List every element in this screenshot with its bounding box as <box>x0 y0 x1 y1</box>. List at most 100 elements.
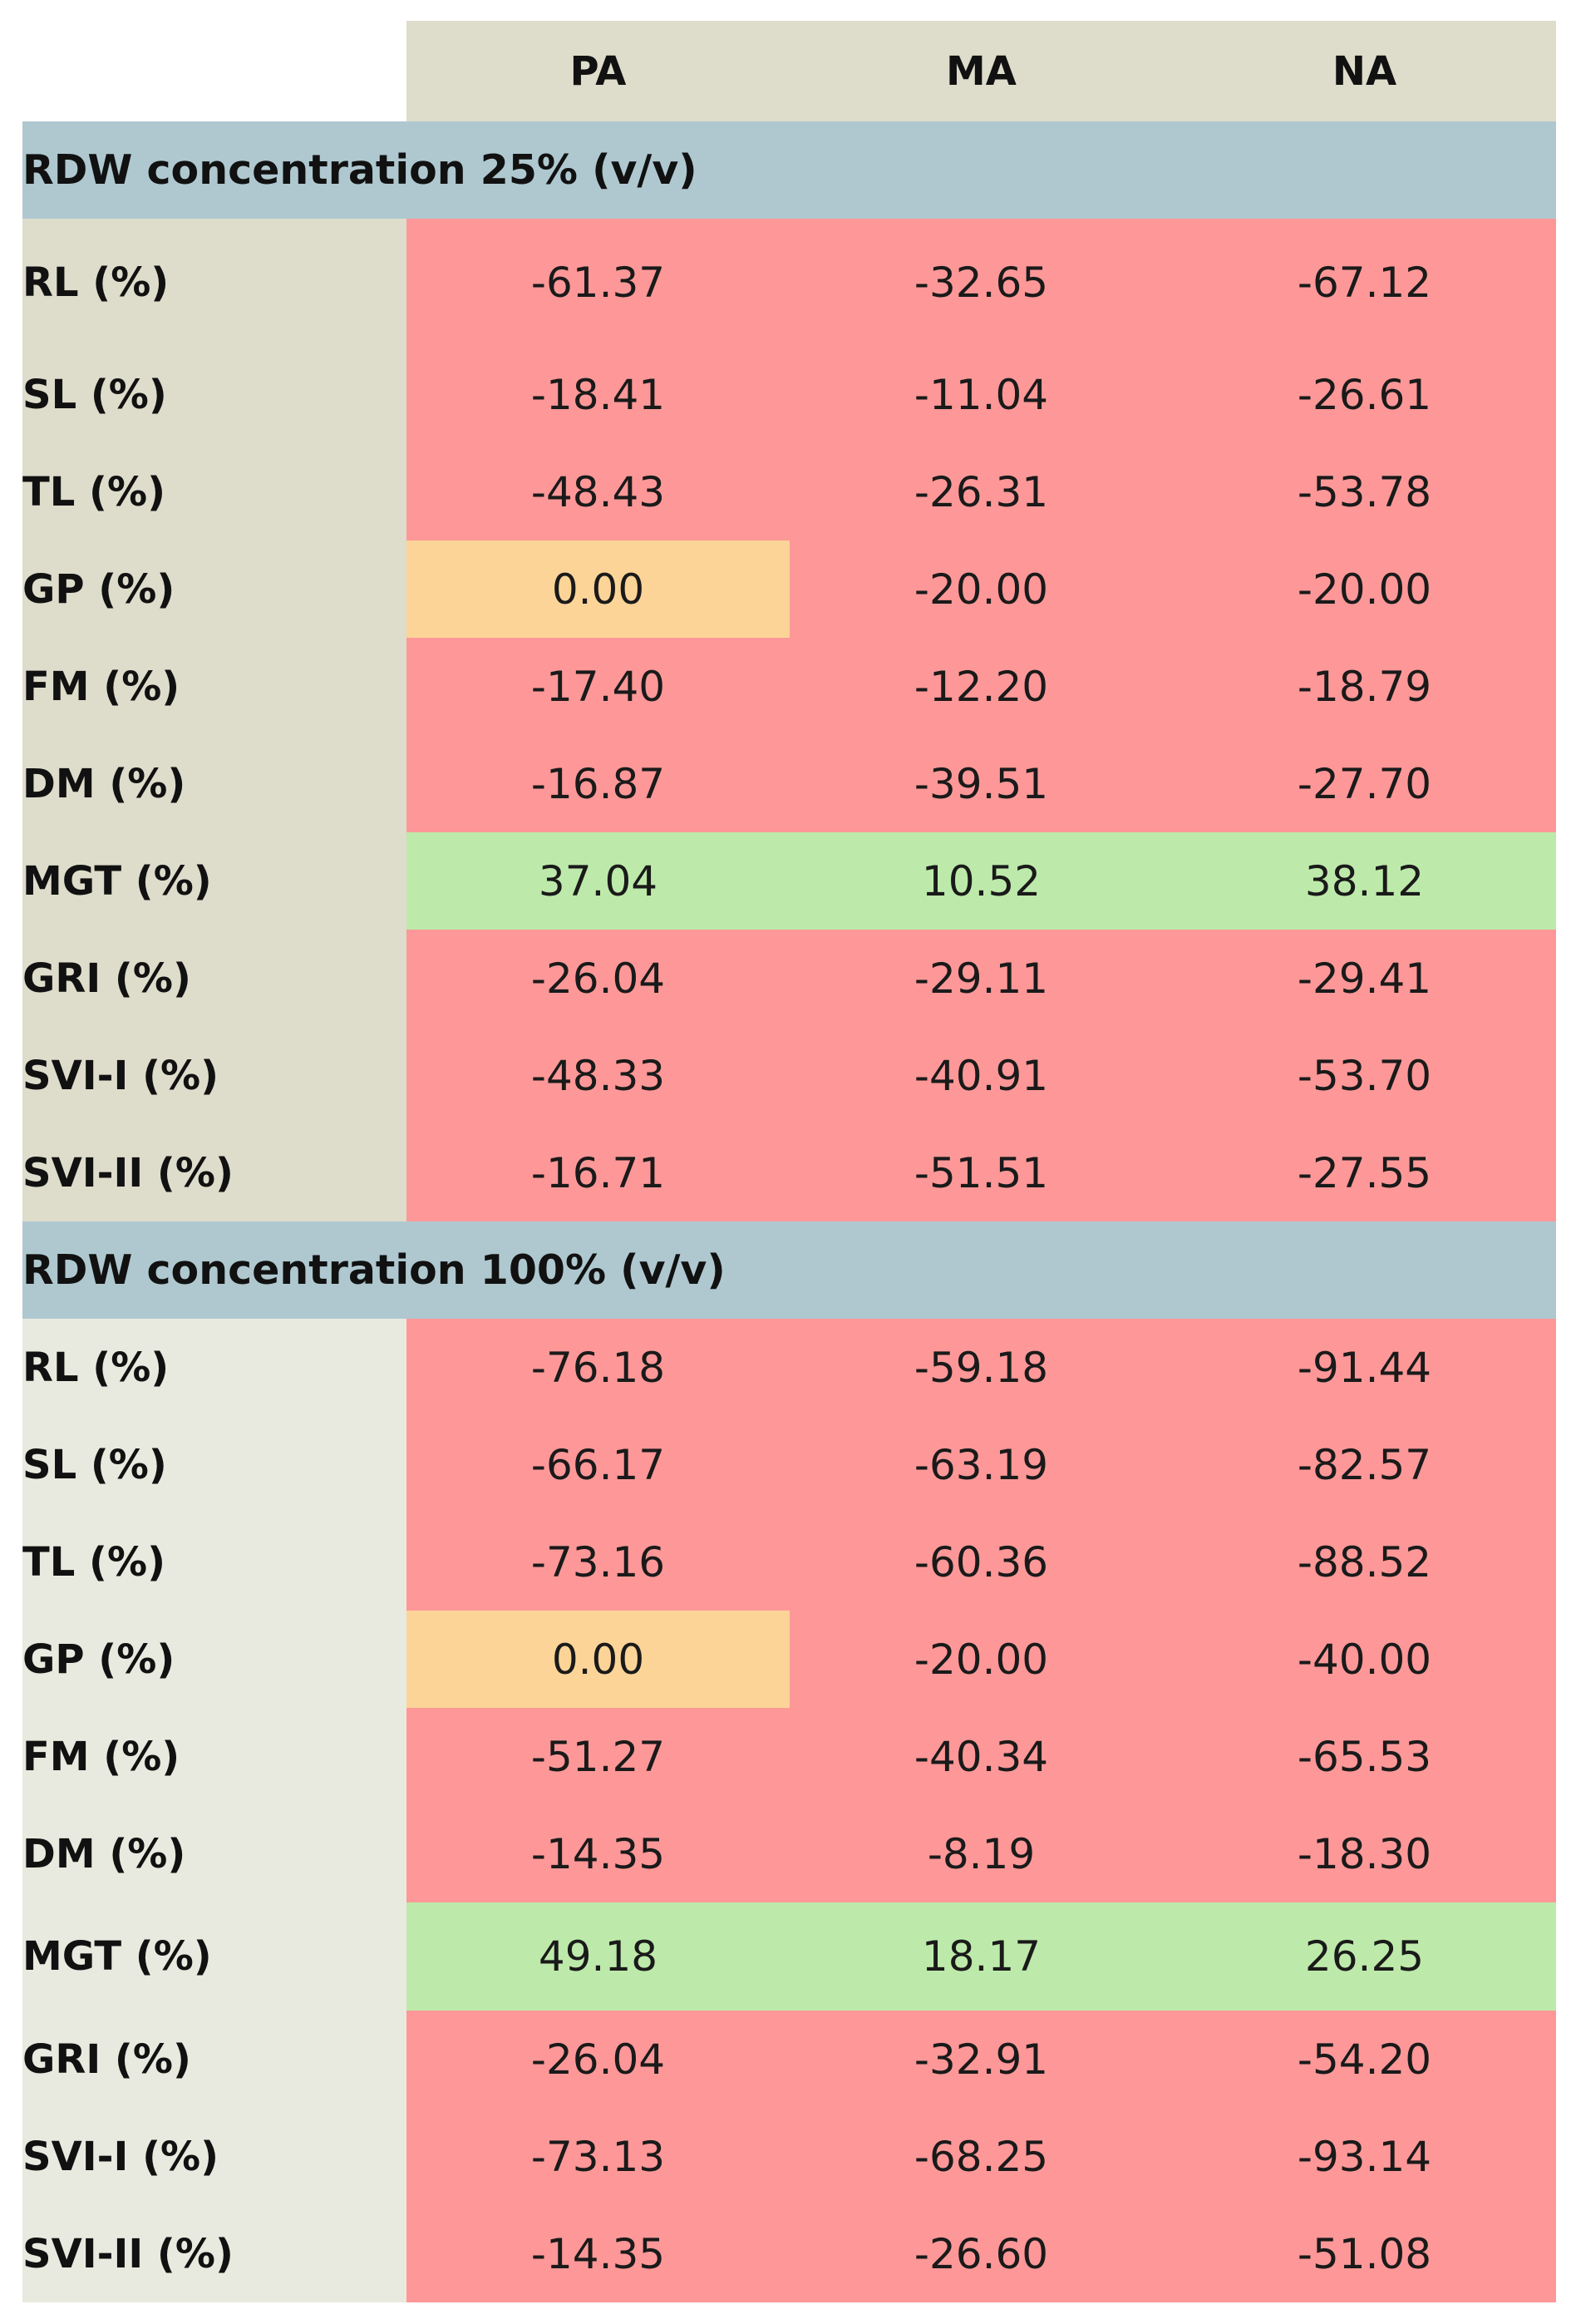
value-cell-na: -27.70 <box>1173 735 1556 832</box>
header-row: PA MA NA <box>22 21 1556 121</box>
value-cell-ma: 10.52 <box>790 832 1173 930</box>
value-cell-ma: -20.00 <box>790 540 1173 638</box>
row-label: RL (%) <box>22 219 406 346</box>
value-cell-na: -67.12 <box>1173 219 1556 346</box>
value-cell-na: -93.14 <box>1173 2108 1556 2205</box>
value-cell-ma: -20.00 <box>790 1611 1173 1708</box>
value-cell-na: -29.41 <box>1173 930 1556 1027</box>
table-body: RDW concentration 25% (v/v) RL (%) -61.37-… <box>22 121 1556 2302</box>
value-cell-ma: -11.04 <box>790 346 1173 443</box>
value-cell-na: -53.70 <box>1173 1027 1556 1124</box>
row-label: TL (%) <box>22 443 406 540</box>
results-table: PA MA NA RDW concentration 25% (v/v) RL (… <box>22 21 1556 2302</box>
table-row: SVI-I (%) -48.33 -40.91 -53.70 <box>22 1027 1556 1124</box>
value-cell-ma: -40.34 <box>790 1708 1173 1805</box>
value-cell-na: -18.79 <box>1173 638 1556 735</box>
table-row: FM (%) -51.27 -40.34 -65.53 <box>22 1708 1556 1805</box>
value-cell-pa: -66.17 <box>406 1416 790 1513</box>
table-row: FM (%) -17.40 -12.20 -18.79 <box>22 638 1556 735</box>
value-cell-ma: -59.18 <box>790 1319 1173 1416</box>
value-cell-na: -53.78 <box>1173 443 1556 540</box>
value-cell-pa: -16.87 <box>406 735 790 832</box>
table-row: TL (%) -73.16 -60.36 -88.52 <box>22 1513 1556 1611</box>
value-cell-ma: -40.91 <box>790 1027 1173 1124</box>
section-row: RDW concentration 25% (v/v) <box>22 121 1556 219</box>
table-row: MGT (%) 49.18 18.17 26.25 <box>22 1902 1556 2011</box>
value-cell-ma: -68.25 <box>790 2108 1173 2205</box>
value-cell-na: 26.25 <box>1173 1902 1556 2011</box>
table-row: SVI-II (%) -14.35 -26.60 -51.08 <box>22 2205 1556 2302</box>
value-cell-pa: 37.04 <box>406 832 790 930</box>
value-cell-pa: -48.43 <box>406 443 790 540</box>
value-cell-pa: -18.41 <box>406 346 790 443</box>
value-cell-na: -54.20 <box>1173 2011 1556 2108</box>
value-cell-ma: -39.51 <box>790 735 1173 832</box>
column-header-na: NA <box>1173 21 1556 121</box>
value-cell-na: -18.30 <box>1173 1805 1556 1902</box>
value-cell-pa: -51.27 <box>406 1708 790 1805</box>
row-label: GP (%) <box>22 540 406 638</box>
table-row: RL (%) -61.37 -32.65 -67.12 <box>22 219 1556 346</box>
value-cell-pa: 0.00 <box>406 540 790 638</box>
row-label: MGT (%) <box>22 832 406 930</box>
value-cell-pa: -17.40 <box>406 638 790 735</box>
value-cell-pa: -26.04 <box>406 2011 790 2108</box>
value-cell-na: -27.55 <box>1173 1124 1556 1221</box>
value-cell-pa: -26.04 <box>406 930 790 1027</box>
row-label: FM (%) <box>22 1708 406 1805</box>
row-label: GP (%) <box>22 1611 406 1708</box>
value-cell-ma: -12.20 <box>790 638 1173 735</box>
table-row: SL (%) -18.41 -11.04 -26.61 <box>22 346 1556 443</box>
section-title: RDW concentration 25% (v/v) <box>22 121 1556 219</box>
section-row: RDW concentration 100% (v/v) <box>22 1221 1556 1319</box>
table-row: GP (%) 0.00 -20.00 -40.00 <box>22 1611 1556 1708</box>
value-cell-pa: -14.35 <box>406 2205 790 2302</box>
value-cell-na: -82.57 <box>1173 1416 1556 1513</box>
value-cell-na: -26.61 <box>1173 346 1556 443</box>
value-cell-ma: -32.65 <box>790 219 1173 346</box>
row-label: SL (%) <box>22 1416 406 1513</box>
table-row: SVI-II (%) -16.71 -51.51 -27.55 <box>22 1124 1556 1221</box>
row-label: DM (%) <box>22 735 406 832</box>
value-cell-na: -88.52 <box>1173 1513 1556 1611</box>
value-cell-pa: 49.18 <box>406 1902 790 2011</box>
section-title: RDW concentration 100% (v/v) <box>22 1221 1556 1319</box>
row-label: SVI-I (%) <box>22 1027 406 1124</box>
row-label: GRI (%) <box>22 2011 406 2108</box>
row-label: SVI-II (%) <box>22 2205 406 2302</box>
row-label: SL (%) <box>22 346 406 443</box>
table-row: GRI (%) -26.04 -29.11 -29.41 <box>22 930 1556 1027</box>
value-cell-pa: -14.35 <box>406 1805 790 1902</box>
row-label: SVI-I (%) <box>22 2108 406 2205</box>
row-label: TL (%) <box>22 1513 406 1611</box>
value-cell-pa: 0.00 <box>406 1611 790 1708</box>
row-label: DM (%) <box>22 1805 406 1902</box>
value-cell-na: -20.00 <box>1173 540 1556 638</box>
value-cell-ma: -8.19 <box>790 1805 1173 1902</box>
value-cell-pa: -61.37 <box>406 219 790 346</box>
table-row: SL (%) -66.17 -63.19 -82.57 <box>22 1416 1556 1513</box>
value-cell-pa: -76.18 <box>406 1319 790 1416</box>
value-cell-na: 38.12 <box>1173 832 1556 930</box>
value-cell-ma: -26.31 <box>790 443 1173 540</box>
row-label: GRI (%) <box>22 930 406 1027</box>
value-cell-na: -91.44 <box>1173 1319 1556 1416</box>
table-row: DM (%) -14.35 -8.19 -18.30 <box>22 1805 1556 1902</box>
row-label: SVI-II (%) <box>22 1124 406 1221</box>
value-cell-pa: -73.16 <box>406 1513 790 1611</box>
table-row: DM (%) -16.87 -39.51 -27.70 <box>22 735 1556 832</box>
value-cell-ma: -26.60 <box>790 2205 1173 2302</box>
value-cell-ma: -63.19 <box>790 1416 1173 1513</box>
value-cell-ma: 18.17 <box>790 1902 1173 2011</box>
column-header-pa: PA <box>406 21 790 121</box>
value-cell-na: -51.08 <box>1173 2205 1556 2302</box>
table-row: RL (%) -76.18 -59.18 -91.44 <box>22 1319 1556 1416</box>
column-header-ma: MA <box>790 21 1173 121</box>
table-row: SVI-I (%) -73.13 -68.25 -93.14 <box>22 2108 1556 2205</box>
row-label: FM (%) <box>22 638 406 735</box>
value-cell-pa: -48.33 <box>406 1027 790 1124</box>
value-cell-pa: -16.71 <box>406 1124 790 1221</box>
value-cell-ma: -60.36 <box>790 1513 1173 1611</box>
row-label: MGT (%) <box>22 1902 406 2011</box>
header-corner <box>22 21 406 121</box>
